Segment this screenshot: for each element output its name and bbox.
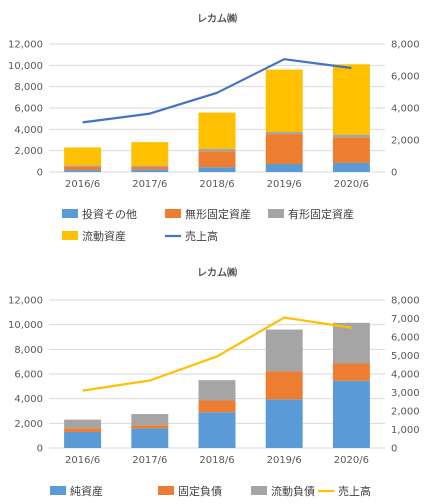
x-tick-label: 2017/6 bbox=[132, 179, 167, 190]
legend-swatch bbox=[62, 231, 78, 240]
chart-title: レカム㈱ bbox=[197, 266, 237, 279]
y2-tick-label: 0 bbox=[391, 168, 397, 179]
y-tick-label: 10,000 bbox=[8, 61, 43, 72]
bar-item-0-2016-6 bbox=[64, 170, 102, 172]
bar-item-0-2019-6 bbox=[265, 164, 303, 172]
y2-tick-label: 6,000 bbox=[391, 72, 420, 83]
bar-item-1-2019-6 bbox=[265, 134, 303, 164]
x-tick-label: 2016/6 bbox=[65, 455, 100, 466]
legend-swatch bbox=[165, 209, 181, 218]
y2-tick-label: 6,000 bbox=[391, 333, 420, 344]
chart-assets: レカム㈱ 0 2,000 4,000 6,000 8,000 10,000 12,000 0 2,… bbox=[8, 12, 420, 243]
bar-item-1-2019-6 bbox=[265, 371, 303, 400]
y-tick-label: 4,000 bbox=[14, 394, 43, 405]
y2-tick-label: 8,000 bbox=[391, 296, 420, 307]
x-tick-label: 2019/6 bbox=[267, 455, 302, 466]
y2-tick-label: 7,000 bbox=[391, 314, 420, 325]
legend-swatch bbox=[50, 486, 66, 495]
y2-tick-label: 2,000 bbox=[391, 136, 420, 147]
y-tick-label: 6,000 bbox=[14, 370, 43, 381]
legend-label: 固定負債 bbox=[178, 484, 222, 498]
legend-label: 有形固定資産 bbox=[288, 207, 354, 221]
legend-label: 純資産 bbox=[70, 485, 103, 498]
y2-tick-label: 4,000 bbox=[391, 104, 420, 115]
y-tick-label: 2,000 bbox=[14, 419, 43, 430]
legend-swatch bbox=[268, 209, 284, 218]
y-tick-label: 12,000 bbox=[8, 40, 43, 51]
y2-tick-label: 5,000 bbox=[391, 351, 420, 362]
legend-label: 流動資産 bbox=[82, 229, 126, 243]
y-tick-label: 0 bbox=[37, 444, 43, 455]
x-tick-label: 2019/6 bbox=[267, 179, 302, 190]
chart-title: レカム㈱ bbox=[197, 12, 237, 25]
bar-item-0-2018-6 bbox=[198, 167, 236, 172]
y2-tick-label: 2,000 bbox=[391, 407, 420, 418]
bar-item-0-2017-6 bbox=[131, 428, 169, 448]
legend-swatch bbox=[158, 486, 174, 495]
y2-tick-label: 0 bbox=[391, 444, 397, 455]
y-tick-label: 2,000 bbox=[14, 146, 43, 157]
bar-item-2-2017-6 bbox=[131, 414, 169, 426]
y-tick-label: 8,000 bbox=[14, 82, 43, 93]
bar-item-3-2018-6 bbox=[198, 112, 236, 149]
y-tick-label: 12,000 bbox=[8, 296, 43, 307]
bar-item-0-2016-6 bbox=[64, 431, 102, 448]
x-tick-label: 2016/6 bbox=[65, 179, 100, 190]
bar-item-2-2019-6 bbox=[265, 132, 303, 135]
bar-item-2-2016-6 bbox=[64, 165, 102, 167]
bar-item-2-2016-6 bbox=[64, 419, 102, 429]
y-tick-label: 10,000 bbox=[8, 320, 43, 331]
bar-item-1-2017-6 bbox=[131, 425, 169, 429]
x-tick-label: 2020/6 bbox=[334, 455, 369, 466]
bar-item-2-2018-6 bbox=[198, 148, 236, 152]
bar-item-0-2018-6 bbox=[198, 412, 236, 448]
bar-item-0-2017-6 bbox=[131, 169, 169, 172]
bar-item-3-2019-6 bbox=[265, 69, 303, 132]
bar-item-0-2020-6 bbox=[332, 380, 370, 448]
chart-liabilities-equity: レカム㈱ 0 2,000 4,000 6,000 8,000 10,000 12,000 0 1,… bbox=[8, 266, 420, 498]
y2-tick-label: 8,000 bbox=[391, 40, 420, 51]
x-tick-label: 2018/6 bbox=[199, 179, 234, 190]
legend-swatch bbox=[251, 486, 267, 495]
bar-item-2-2017-6 bbox=[131, 165, 169, 167]
bar-item-1-2016-6 bbox=[64, 428, 102, 432]
y-tick-label: 4,000 bbox=[14, 125, 43, 136]
bar-item-0-2020-6 bbox=[332, 162, 370, 172]
legend-swatch bbox=[62, 209, 78, 218]
bar-item-1-2016-6 bbox=[64, 166, 102, 171]
bar-item-3-2016-6 bbox=[64, 147, 102, 166]
bar-item-1-2018-6 bbox=[198, 400, 236, 413]
bar-item-2-2020-6 bbox=[332, 134, 370, 138]
y-tick-label: 8,000 bbox=[14, 345, 43, 356]
bar-item-2-2018-6 bbox=[198, 380, 236, 401]
legend-label: 流動負債 bbox=[271, 484, 315, 498]
bar-item-1-2020-6 bbox=[332, 363, 370, 381]
y-tick-label: 6,000 bbox=[14, 104, 43, 115]
legend-label: 売上高 bbox=[185, 229, 218, 243]
bar-item-1-2018-6 bbox=[198, 151, 236, 168]
bar-item-2-2020-6 bbox=[332, 322, 370, 364]
legend-label: 売上高 bbox=[338, 484, 371, 498]
y2-tick-label: 1,000 bbox=[391, 425, 420, 436]
y-tick-label: 0 bbox=[37, 168, 43, 179]
line-sales bbox=[82, 316, 352, 392]
bar-item-3-2017-6 bbox=[131, 142, 169, 166]
y2-tick-label: 4,000 bbox=[391, 370, 420, 381]
x-tick-label: 2018/6 bbox=[199, 455, 234, 466]
x-tick-label: 2020/6 bbox=[334, 179, 369, 190]
bar-item-1-2020-6 bbox=[332, 137, 370, 163]
bar-item-3-2020-6 bbox=[332, 64, 370, 135]
bar-item-0-2019-6 bbox=[265, 399, 303, 448]
bar-item-2-2019-6 bbox=[265, 329, 303, 372]
y2-tick-label: 3,000 bbox=[391, 388, 420, 399]
legend-label: 投資その他 bbox=[82, 207, 137, 221]
bar-item-1-2017-6 bbox=[131, 166, 169, 170]
x-tick-label: 2017/6 bbox=[132, 455, 167, 466]
legend-label: 無形固定資産 bbox=[185, 207, 251, 221]
